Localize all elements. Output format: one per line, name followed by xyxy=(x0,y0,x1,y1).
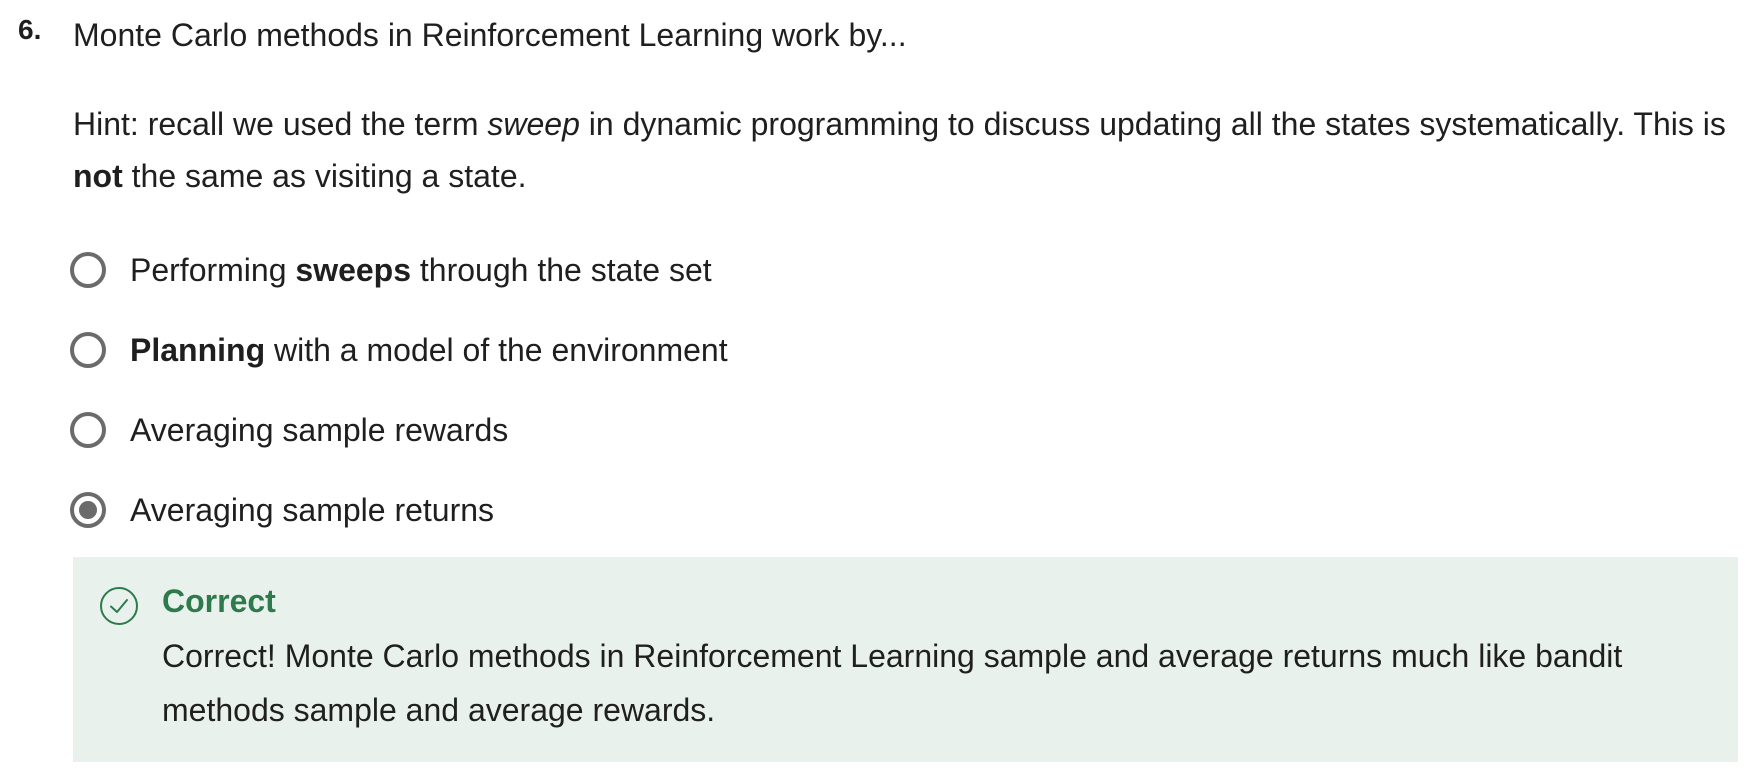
radio-button[interactable] xyxy=(70,332,106,368)
hint-emphasis: sweep xyxy=(487,106,580,142)
hint-text: Hint: recall we used the term sweep in d… xyxy=(73,98,1733,202)
option-label: Averaging sample returns xyxy=(130,491,495,528)
answer-options: Performing sweeps through the state set … xyxy=(70,240,728,550)
option-label: Planning with a model of the environment xyxy=(130,331,728,368)
radio-button[interactable] xyxy=(70,412,106,448)
hint-part-1: Hint: recall we used the term xyxy=(73,106,488,142)
option-label: Averaging sample rewards xyxy=(130,411,509,448)
option-performing-sweeps[interactable]: Performing sweeps through the state set xyxy=(70,230,728,310)
option-planning[interactable]: Planning with a model of the environment xyxy=(70,310,728,390)
option-label: Performing sweeps through the state set xyxy=(130,251,712,288)
question-text: Monte Carlo methods in Reinforcement Lea… xyxy=(73,17,907,53)
question-number: 6. xyxy=(18,14,42,45)
hint-part-2: in dynamic programming to discuss updati… xyxy=(579,106,1726,142)
hint-part-3: the same as visiting a state. xyxy=(122,158,527,194)
option-averaging-returns[interactable]: Averaging sample returns xyxy=(70,470,728,550)
radio-button[interactable] xyxy=(70,252,106,288)
option-averaging-rewards[interactable]: Averaging sample rewards xyxy=(70,390,728,470)
check-circle-icon xyxy=(100,587,138,625)
hint-bold: not xyxy=(73,158,123,194)
feedback-text: Correct! Monte Carlo methods in Reinforc… xyxy=(162,638,1623,728)
feedback-panel: Correct Correct! Monte Carlo methods in … xyxy=(73,557,1738,762)
feedback-title: Correct xyxy=(162,583,276,619)
radio-button-selected[interactable] xyxy=(70,492,106,528)
